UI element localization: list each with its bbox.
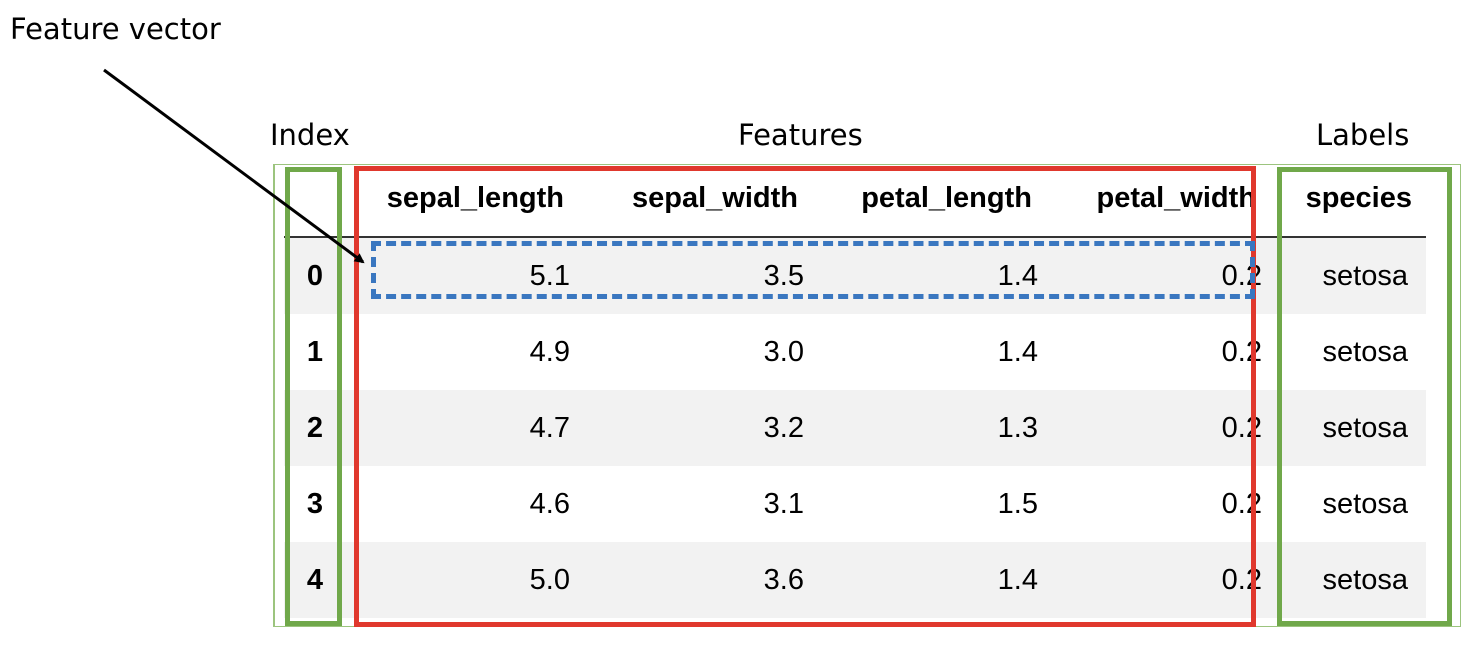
table-body: 0 5.1 3.5 1.4 0.2 setosa 1 4.9 3.0 1.4 0… <box>284 237 1426 618</box>
column-header-petal-width: petal_width <box>1096 181 1256 214</box>
dataframe-table: sepal_length sepal_width petal_length pe… <box>284 160 1426 618</box>
cell-sepal-length: 4.7 <box>346 390 578 466</box>
table-row: 0 5.1 3.5 1.4 0.2 setosa <box>284 237 1426 314</box>
index-header <box>284 160 346 237</box>
cell-sepal-length: 4.9 <box>529 335 570 368</box>
cell-petal-length: 1.4 <box>812 237 1046 314</box>
cell-petal-width: 0.2 <box>1221 487 1262 520</box>
row-index: 3 <box>306 487 324 520</box>
row-index: 4 <box>284 542 346 618</box>
cell-species: setosa <box>1270 390 1426 466</box>
column-header-petal-length: petal_length <box>861 181 1032 214</box>
cell-sepal-length: 5.1 <box>346 237 578 314</box>
cell-petal-width: 0.2 <box>1046 390 1270 466</box>
cell-species: setosa <box>1322 335 1408 368</box>
column-header-sepal-width: sepal_width <box>632 181 798 214</box>
table-row: 2 4.7 3.2 1.3 0.2 setosa <box>284 390 1426 466</box>
row-index: 0 <box>284 237 346 314</box>
cell-sepal-width: 3.6 <box>578 542 812 618</box>
cell-sepal-width: 3.1 <box>763 487 804 520</box>
labels-annotation: Labels <box>1316 118 1410 152</box>
index-annotation: Index <box>270 118 350 152</box>
column-header-sepal-length: sepal_length <box>386 181 564 214</box>
cell-petal-width: 0.2 <box>1046 542 1270 618</box>
table-row: 1 4.9 3.0 1.4 0.2 setosa <box>284 314 1426 390</box>
feature-vector-annotation: Feature vector <box>10 12 221 46</box>
cell-sepal-length: 4.6 <box>529 487 570 520</box>
table-row: 4 5.0 3.6 1.4 0.2 setosa <box>284 542 1426 618</box>
cell-sepal-width: 3.5 <box>578 237 812 314</box>
cell-sepal-length: 5.0 <box>346 542 578 618</box>
features-annotation: Features <box>738 118 863 152</box>
cell-petal-length: 1.4 <box>997 335 1038 368</box>
cell-sepal-width: 3.0 <box>763 335 804 368</box>
cell-sepal-width: 3.2 <box>578 390 812 466</box>
row-index: 1 <box>306 335 324 368</box>
cell-petal-length: 1.3 <box>812 390 1046 466</box>
cell-petal-length: 1.4 <box>812 542 1046 618</box>
table-row: 3 4.6 3.1 1.5 0.2 setosa <box>284 466 1426 542</box>
header-row: sepal_length sepal_width petal_length pe… <box>284 160 1426 237</box>
row-index: 2 <box>284 390 346 466</box>
cell-species: setosa <box>1270 542 1426 618</box>
column-header-species: species <box>1305 181 1412 214</box>
cell-petal-width: 0.2 <box>1046 237 1270 314</box>
cell-petal-length: 1.5 <box>997 487 1038 520</box>
cell-species: setosa <box>1322 487 1408 520</box>
table-header: sepal_length sepal_width petal_length pe… <box>284 160 1426 237</box>
cell-species: setosa <box>1270 237 1426 314</box>
cell-petal-width: 0.2 <box>1221 335 1262 368</box>
